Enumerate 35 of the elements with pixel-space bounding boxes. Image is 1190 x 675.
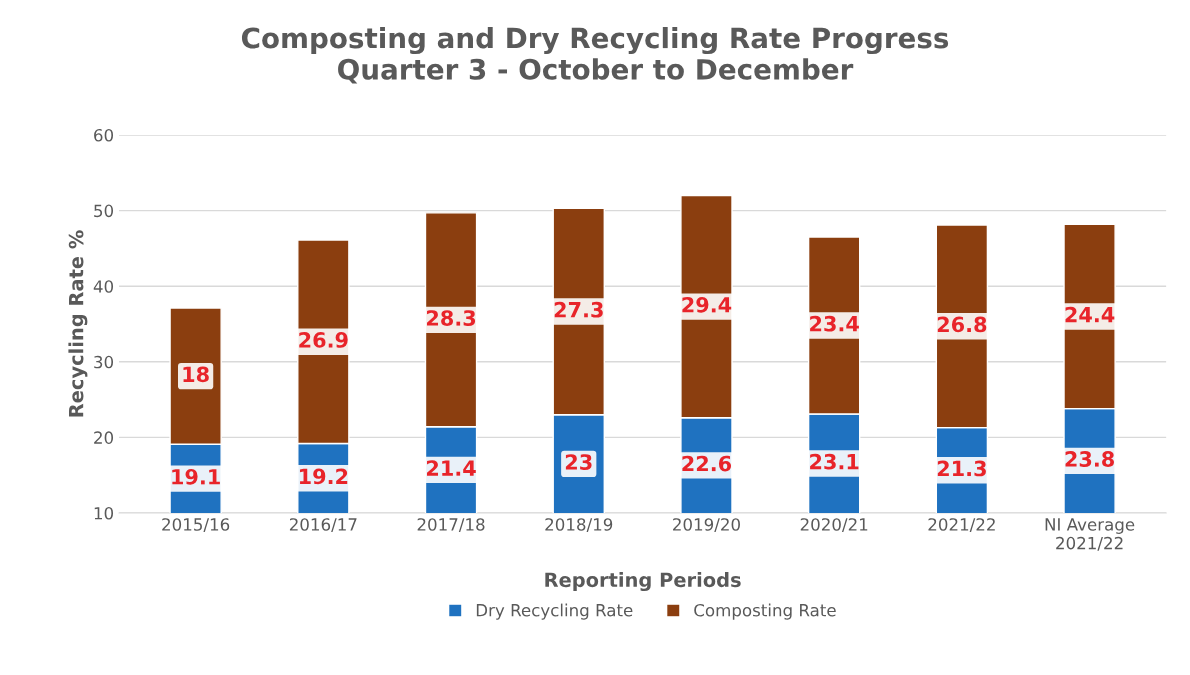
y-tick-label: 30 bbox=[94, 355, 114, 369]
y-tick-label: 50 bbox=[94, 204, 114, 218]
data-label: 19.1 bbox=[172, 468, 220, 485]
x-tick-label: 2015/16 bbox=[162, 518, 230, 533]
x-axis-title: Reporting Periods bbox=[545, 572, 741, 592]
data-label: 18 bbox=[183, 366, 209, 383]
data-label: 23 bbox=[565, 454, 592, 470]
data-label: 28.3 bbox=[426, 310, 476, 326]
x-tick-label: 2016/17 bbox=[289, 518, 357, 533]
data-label: 21.3 bbox=[937, 460, 986, 477]
data-label: 26.9 bbox=[299, 332, 348, 348]
legend-label: Dry Recycling Rate bbox=[476, 603, 633, 620]
y-tick-label: 60 bbox=[94, 128, 114, 142]
data-label: 27.3 bbox=[554, 301, 603, 318]
x-tick-label: NI Average 2021/22 bbox=[1045, 518, 1135, 551]
y-tick-label: 10 bbox=[94, 506, 114, 520]
chart-title: Composting and Dry Recycling Rate Progress Quarter 3 - October to December bbox=[241, 27, 949, 84]
x-tick-label: 2017/18 bbox=[417, 518, 485, 533]
x-tick-label: 2020/21 bbox=[800, 518, 868, 533]
y-axis-title: Recycling Rate % bbox=[68, 230, 88, 417]
data-label: 19.2 bbox=[299, 468, 348, 485]
y-tick-label: 40 bbox=[93, 280, 114, 293]
data-label: 23.4 bbox=[810, 315, 859, 332]
y-tick-label: 20 bbox=[94, 431, 114, 444]
x-tick-label: 2018/19 bbox=[545, 518, 613, 533]
data-label: 23.8 bbox=[1065, 451, 1114, 467]
data-label: 29.4 bbox=[682, 296, 732, 313]
x-tick-label: 2021/22 bbox=[928, 518, 995, 533]
legend-label: Composting Rate bbox=[694, 603, 836, 620]
data-label: 23.1 bbox=[810, 453, 859, 470]
data-label: 22.6 bbox=[682, 455, 732, 472]
data-label: 21.4 bbox=[426, 460, 476, 476]
data-label: 26.8 bbox=[937, 316, 987, 333]
x-tick-label: 2019/20 bbox=[673, 518, 740, 533]
data-label: 24.4 bbox=[1065, 306, 1115, 323]
